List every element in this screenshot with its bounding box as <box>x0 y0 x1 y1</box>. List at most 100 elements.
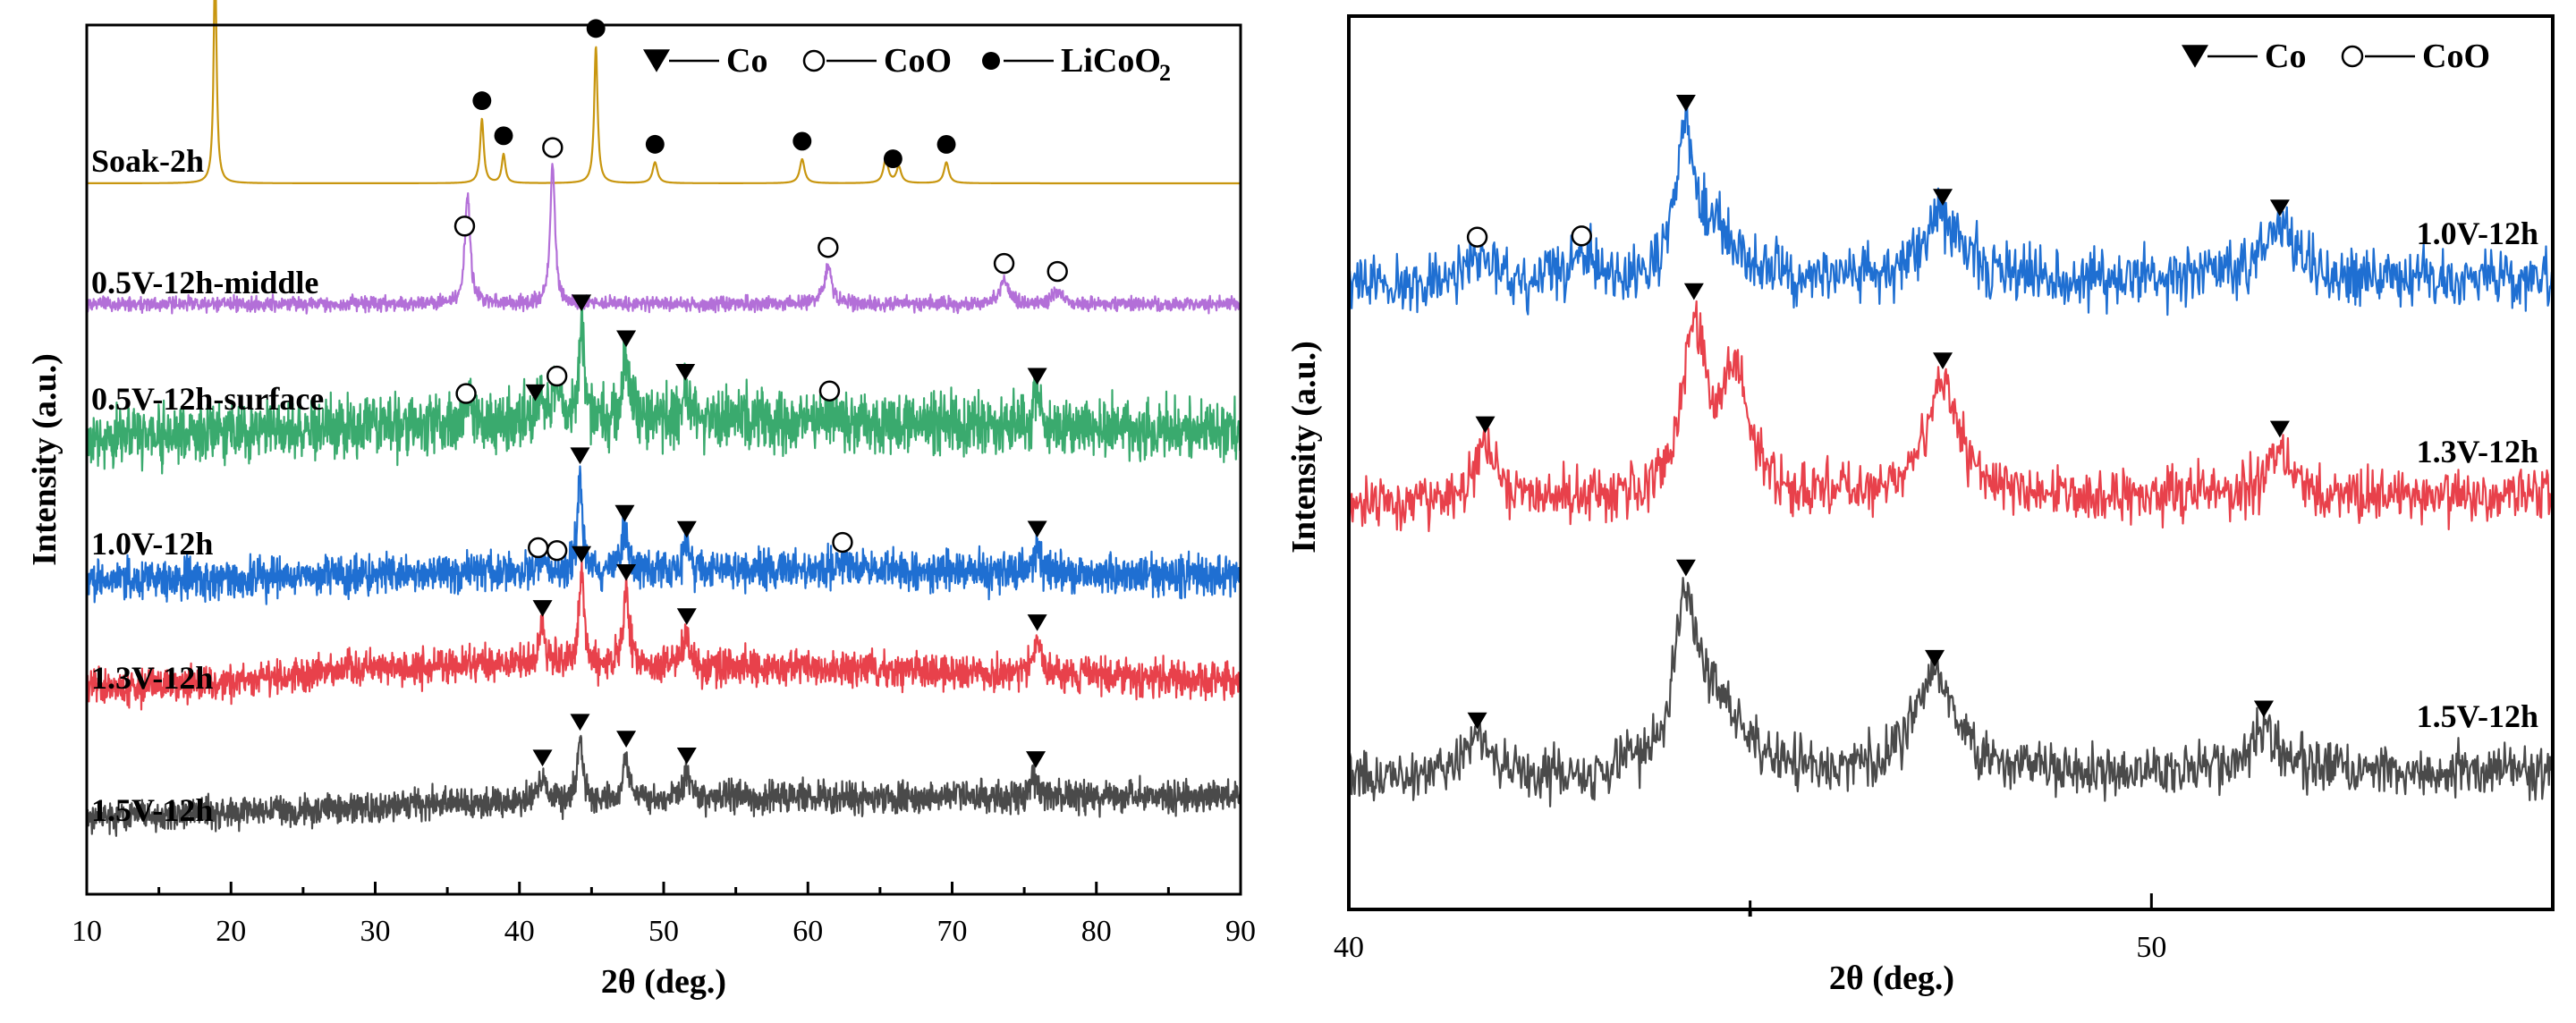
left-series-5-peak-2-co-marker <box>572 545 592 563</box>
right-series-line-1 <box>1347 97 2555 317</box>
left-series-3-peak-4-co-marker <box>572 294 592 312</box>
right-series-1-peak-3-co-marker <box>1675 95 1696 112</box>
left-series-line-4 <box>85 465 1241 605</box>
left-x-axis-label: 2θ (deg.) <box>601 963 726 1001</box>
left-x-tick-label-30: 30 <box>360 915 391 948</box>
right-series-group <box>1347 97 2555 807</box>
right-y-axis-label: Intensity (a.u.) <box>1285 341 1323 554</box>
left-series-1-peak-3-licoo2-marker <box>494 126 513 146</box>
left-legend-item-3-subscript: 2 <box>1159 60 1171 86</box>
left-series-4-peak-2-coo-marker <box>546 539 568 562</box>
left-series-3-peak-5-co-marker <box>616 330 637 348</box>
left-x-tick-label-50: 50 <box>648 915 679 948</box>
left-series-5-peak-5-co-marker <box>1027 614 1047 631</box>
right-series-label-1: 1.0V-12h <box>2417 216 2538 251</box>
right-series-label-2: 1.3V-12h <box>2417 434 2538 469</box>
left-series-1-peak-7-licoo2-marker <box>883 149 902 169</box>
right-series-3-peak-2-co-marker <box>1675 559 1696 577</box>
left-y-axis-label: Intensity (a.u.) <box>26 353 64 566</box>
left-series-3-peak-3-coo-marker <box>546 365 568 387</box>
right-x-tick-label-40: 40 <box>1334 931 1364 964</box>
right-series-label-3: 1.5V-12h <box>2417 698 2538 734</box>
left-series-line-2 <box>85 163 1241 315</box>
left-x-tick-label-90: 90 <box>1225 915 1256 948</box>
left-series-line-3 <box>85 298 1241 475</box>
left-series-4-peak-1-coo-marker <box>528 537 549 559</box>
right-series-1-peak-2-coo-marker <box>1571 225 1592 247</box>
left-series-4-peak-6-coo-marker <box>832 531 853 554</box>
left-series-label-6: 1.5V-12h <box>91 792 213 828</box>
left-series-3-peak-8-co-marker <box>1027 368 1047 385</box>
right-series-1-peak-5-co-marker <box>2269 199 2290 216</box>
right-plot-frame <box>1347 14 2555 911</box>
left-series-3-peak-7-coo-marker <box>818 380 841 402</box>
left-x-ticks: 10 20 30 40 50 60 70 80 90 <box>72 882 1256 948</box>
left-series-5-peak-1-co-marker <box>532 600 553 617</box>
left-series-line-5 <box>85 561 1241 711</box>
left-x-tick-label-70: 70 <box>937 915 968 948</box>
left-series-1-peak-2-licoo2-marker <box>472 91 492 111</box>
right-series-3-peak-3-co-marker <box>1925 649 1945 667</box>
left-series-label-3: 0.5V-12h-surface <box>91 381 324 417</box>
left-legend-item-3-label: LiCoO <box>1061 42 1161 80</box>
right-series-2-peak-2-co-marker <box>1683 283 1704 300</box>
left-series-line-6 <box>85 734 1241 837</box>
right-legend: Co CoO <box>2182 38 2490 75</box>
left-series-line-1 <box>86 0 1241 185</box>
left-series-6-peak-5-co-marker <box>1026 751 1046 768</box>
left-series-label-5: 1.3V-12h <box>91 660 213 696</box>
left-legend-item-3-filled-circle-icon <box>982 52 1000 70</box>
left-marker-group <box>453 19 1068 768</box>
left-series-3-peak-2-co-marker <box>525 384 546 402</box>
right-series-1-peak-1-coo-marker <box>1466 226 1488 248</box>
left-legend-item-1-triangle-icon <box>643 49 670 72</box>
left-series-label-group: Soak-2h 0.5V-12h-middle 0.5V-12h-surface 1.… <box>91 143 324 828</box>
right-series-3-peak-1-co-marker <box>1467 712 1487 730</box>
right-series-1-peak-4-co-marker <box>1933 189 1953 206</box>
left-series-3-peak-6-co-marker <box>675 363 696 381</box>
right-panel: 1.0V-12h 1.3V-12h 1.5V-12h 40 50 Co CoO 2θ (… <box>1285 14 2555 997</box>
left-x-tick-label-40: 40 <box>504 915 535 948</box>
left-series-4-peak-5-co-marker <box>676 520 697 538</box>
left-x-tick-label-10: 10 <box>72 915 102 948</box>
right-legend-item-1-label: Co <box>2265 38 2306 75</box>
left-legend-item-2-open-circle-icon <box>802 49 826 72</box>
left-series-label-4: 1.0V-12h <box>91 526 213 562</box>
right-x-tick-label-50: 50 <box>2136 931 2166 964</box>
right-series-label-group: 1.0V-12h 1.3V-12h 1.5V-12h <box>2417 216 2538 734</box>
right-series-line-3 <box>1347 577 2555 807</box>
right-series-2-peak-3-co-marker <box>1933 352 1953 369</box>
left-series-1-peak-6-licoo2-marker <box>792 131 812 151</box>
right-legend-item-2-label: CoO <box>2422 38 2490 75</box>
left-series-1-peak-4-licoo2-marker <box>586 19 606 38</box>
left-x-tick-label-80: 80 <box>1081 915 1112 948</box>
right-series-line-2 <box>1347 300 2555 533</box>
left-series-6-peak-1-co-marker <box>532 749 553 767</box>
left-series-2-peak-1-coo-marker <box>453 216 476 237</box>
right-x-axis-label: 2θ (deg.) <box>1829 960 1954 997</box>
left-series-6-peak-2-co-marker <box>570 714 590 731</box>
left-panel: Soak-2h 0.5V-12h-middle 0.5V-12h-surface 1.… <box>26 0 1256 1001</box>
right-legend-item-2-open-circle-icon <box>2341 45 2364 68</box>
left-series-3-peak-1-coo-marker <box>455 383 477 404</box>
left-legend-item-1-label: Co <box>726 42 767 80</box>
left-series-2-peak-2-coo-marker <box>542 137 564 158</box>
right-marker-group <box>1466 95 2290 730</box>
left-series-5-peak-4-co-marker <box>676 608 697 625</box>
left-x-tick-label-20: 20 <box>216 915 246 948</box>
left-series-6-peak-3-co-marker <box>616 731 637 748</box>
right-series-2-peak-1-co-marker <box>1475 416 1496 434</box>
left-series-2-peak-3-coo-marker <box>818 237 839 258</box>
left-series-4-peak-3-co-marker <box>570 447 590 465</box>
left-series-4-peak-4-co-marker <box>614 504 635 522</box>
left-series-2-peak-4-coo-marker <box>993 252 1015 275</box>
left-series-1-peak-5-licoo2-marker <box>645 134 665 154</box>
left-series-group <box>85 0 1241 837</box>
left-series-4-peak-7-co-marker <box>1027 520 1047 538</box>
left-series-6-peak-4-co-marker <box>676 747 697 765</box>
left-series-2-peak-5-coo-marker <box>1046 260 1068 283</box>
left-series-5-peak-3-co-marker <box>616 563 637 581</box>
right-series-2-peak-4-co-marker <box>2269 420 2290 438</box>
